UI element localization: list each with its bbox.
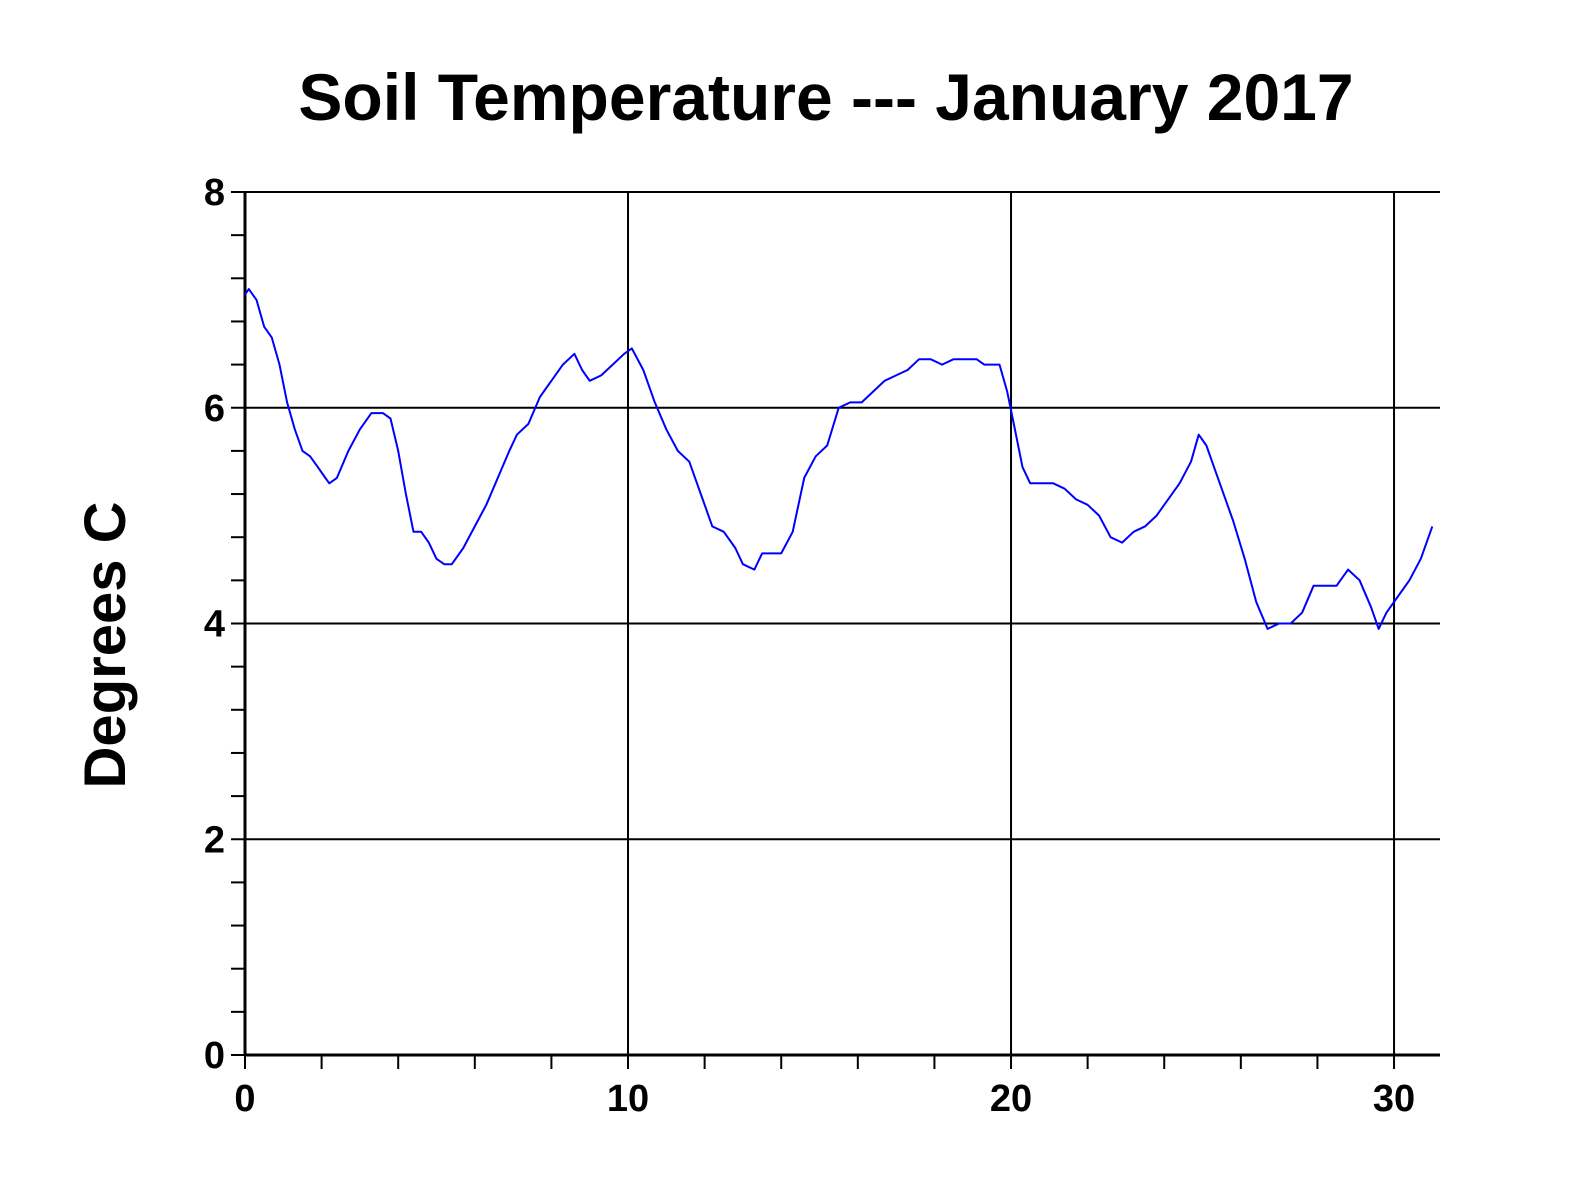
minor-ticks xyxy=(231,191,1396,1069)
y-tick-label: 0 xyxy=(204,1035,225,1077)
x-tick-label: 30 xyxy=(1373,1078,1415,1120)
axes xyxy=(243,192,1440,1057)
y-tick-labels: 0 2 4 6 8 xyxy=(204,172,225,1077)
y-tick-label: 4 xyxy=(204,604,225,646)
y-tick-label: 8 xyxy=(204,172,225,214)
series-layer xyxy=(244,288,1434,630)
x-tick-labels: 0 10 20 30 xyxy=(234,1078,1415,1120)
y-tick-label: 6 xyxy=(204,388,225,430)
y-axis-label: Degrees C xyxy=(73,502,138,789)
grid-lines xyxy=(245,191,1440,1055)
soil-temperature-series-line xyxy=(244,288,1434,630)
y-tick-label: 2 xyxy=(204,819,225,861)
x-tick-label: 10 xyxy=(607,1078,649,1120)
x-tick-label: 0 xyxy=(234,1078,255,1120)
chart-title: Soil Temperature --- January 2017 xyxy=(298,60,1353,134)
x-tick-label: 20 xyxy=(990,1078,1032,1120)
